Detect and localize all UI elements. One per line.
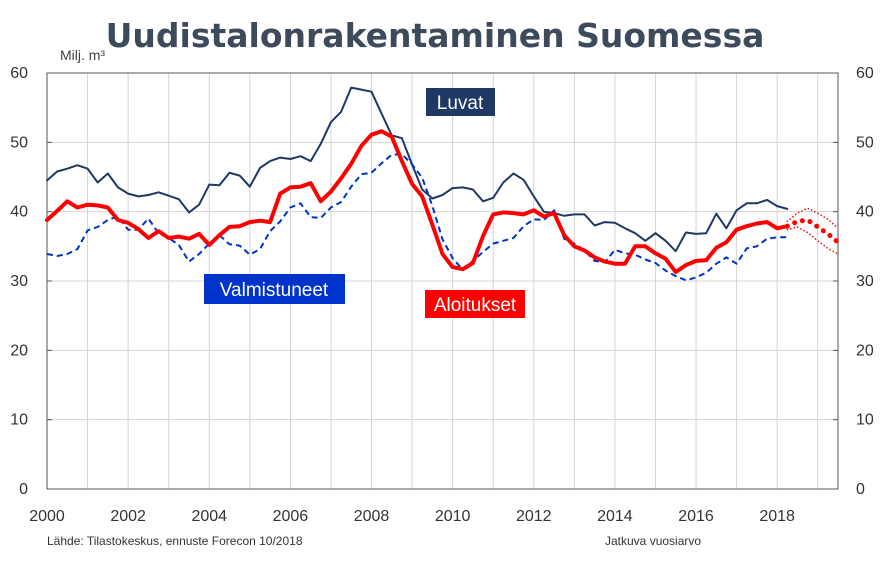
y-tick-label-right: 10: [856, 412, 874, 429]
series-label-aloitukset: Aloitukset: [425, 290, 525, 318]
y-tick-label-left: 0: [19, 481, 28, 498]
y-tick-label-left: 10: [10, 412, 28, 429]
x-tick-label: 2010: [435, 508, 471, 525]
x-tick-label: 2008: [354, 508, 390, 525]
y-tick-label-right: 50: [856, 134, 874, 151]
series-label-luvat-bg: [426, 88, 495, 116]
x-tick-label: 2002: [110, 508, 146, 525]
series-line-aloitukset: [45, 129, 790, 274]
chart-title: Uudistalonrakentaminen Suomessa: [106, 16, 765, 55]
series-line-valmistuneet: [46, 153, 788, 282]
y-ticks-right: 0 10 20 30 40 50 60: [833, 65, 874, 498]
x-tick-label: 2014: [597, 508, 633, 525]
y-tick-label-right: 60: [856, 65, 874, 82]
x-tick-label: 2012: [516, 508, 552, 525]
series-label-aloitukset-bg: [425, 290, 525, 318]
y-axis-unit: Milj. m³: [60, 47, 105, 63]
y-ticks-left: 0 10 20 30 40 50 60: [10, 65, 52, 498]
x-tick-label: 2004: [191, 508, 227, 525]
x-ticks: 2000 2002 2004 2006 2008 2010 2012 2014 2016 2018: [29, 508, 795, 525]
y-tick-label-right: 0: [856, 481, 865, 498]
y-tick-label-right: 20: [856, 342, 874, 359]
series-label-valmistuneet: Valmistuneet: [204, 274, 345, 304]
y-tick-label-left: 30: [10, 273, 28, 290]
y-tick-label-left: 40: [10, 204, 28, 221]
series-line-luvat: [46, 86, 789, 253]
series-line-aloitukset-ennuste: [784, 217, 841, 245]
series-label-luvat-text: Luvat: [437, 93, 484, 114]
y-tick-label-left: 60: [10, 65, 28, 82]
x-tick-label: 2016: [678, 508, 714, 525]
series-label-valmistuneet-bg: [204, 274, 345, 304]
series-label-aloitukset-text: Aloitukset: [434, 295, 517, 316]
x-tick-label: 2018: [759, 508, 795, 525]
y-tick-label-right: 30: [856, 273, 874, 290]
series-line-ennusteväli-yläraja: [786, 207, 839, 230]
grid-layer: [47, 73, 838, 489]
x-tick-label: 2006: [273, 508, 309, 525]
series-label-luvat: Luvat: [426, 88, 495, 116]
series-layer: [45, 86, 841, 282]
y-tick-label-left: 20: [10, 342, 28, 359]
series-line-ennusteväli-alaraja: [786, 226, 839, 255]
y-tick-label-right: 40: [856, 204, 874, 221]
source-note: Lähde: Tilastokeskus, ennuste Forecon 10…: [47, 534, 303, 548]
footnote: Jatkuva vuosiarvo: [605, 534, 701, 548]
y-tick-label-left: 50: [10, 134, 28, 151]
x-tick-label: 2000: [29, 508, 65, 525]
series-label-valmistuneet-text: Valmistuneet: [220, 280, 329, 301]
